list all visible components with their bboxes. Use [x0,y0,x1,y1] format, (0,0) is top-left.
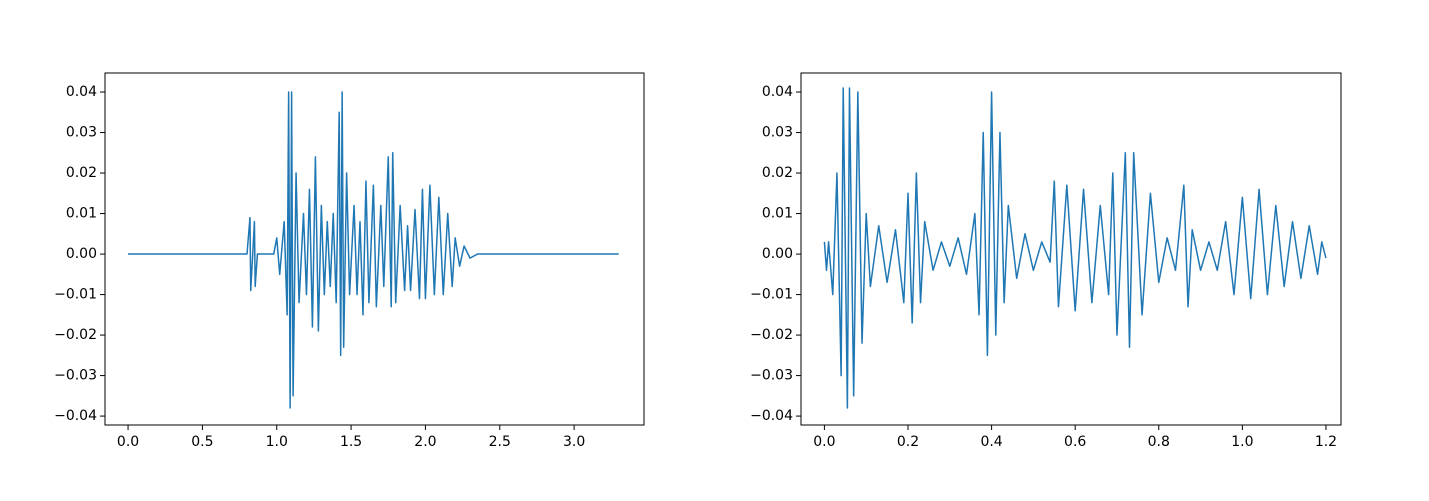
y-tick-label: 0.01 [762,206,793,222]
x-tick-label: 0.4 [980,434,1002,450]
plot-frame [104,72,645,426]
x-tick-label: 0.6 [1064,434,1086,450]
y-tick-label: 0.01 [66,206,97,222]
y-tick-label: 0.04 [66,84,97,100]
y-tick-label: −0.03 [750,368,793,384]
y-tick-label: −0.01 [54,287,97,303]
x-tick-label: 1.0 [266,434,288,450]
y-tick-label: −0.04 [54,408,97,424]
x-tick-label: 0.0 [813,434,835,450]
x-tick-label: 3.0 [563,434,585,450]
y-tick-label: 0.03 [762,125,793,141]
x-tick-label: 2.5 [489,434,511,450]
x-tick-label: 0.5 [191,434,213,450]
waveform [823,87,1327,409]
y-tick-label: 0.02 [762,165,793,181]
y-tick-label: 0.04 [762,84,793,100]
x-tick-label: 0.0 [117,434,139,450]
x-tick-label: 0.2 [897,434,919,450]
x-tick-label: 1.0 [1231,434,1253,450]
x-tick-label: 0.8 [1148,434,1170,450]
y-tick-label: −0.02 [54,327,97,343]
y-tick-label: −0.02 [750,327,793,343]
y-tick-label: 0.00 [762,246,793,262]
y-tick-label: −0.03 [54,368,97,384]
plot-frame [800,72,1342,426]
x-tick-label: 1.2 [1315,434,1337,450]
y-tick-label: 0.02 [66,165,97,181]
x-tick-label: 1.5 [340,434,362,450]
x-tick-label: 2.0 [414,434,436,450]
y-tick-label: −0.01 [750,287,793,303]
y-tick-label: −0.04 [750,408,793,424]
y-tick-label: 0.03 [66,125,97,141]
waveform [128,91,619,409]
y-tick-label: 0.00 [66,246,97,262]
